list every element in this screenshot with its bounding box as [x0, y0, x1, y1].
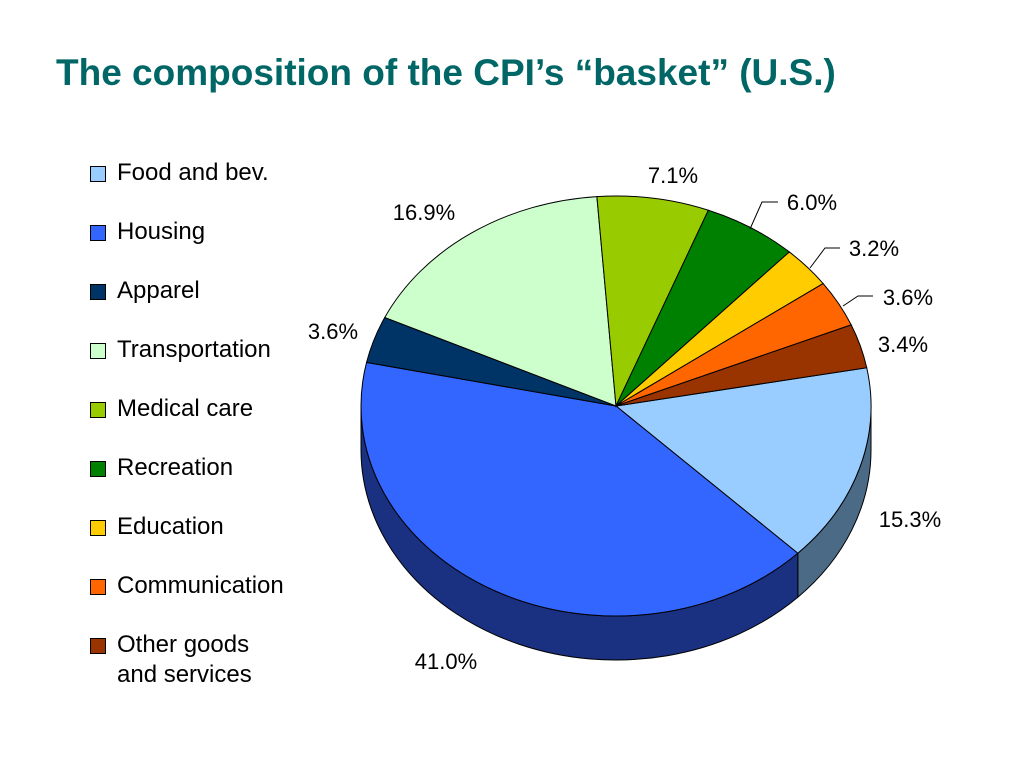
- legend-item: Medical care: [90, 394, 350, 424]
- legend-item: Food and bev.: [90, 158, 350, 188]
- legend-item: Recreation: [90, 453, 350, 483]
- data-label: 3.6%: [308, 319, 358, 344]
- legend-item: Apparel: [90, 276, 350, 306]
- legend-swatch: [90, 225, 106, 241]
- legend-item: Other goods and services: [90, 630, 350, 690]
- legend-label: Other goods and services: [117, 631, 252, 688]
- legend-swatch: [90, 284, 106, 300]
- legend-swatch: [90, 520, 106, 536]
- data-label: 3.6%: [883, 285, 933, 310]
- legend-label: Recreation: [117, 454, 234, 481]
- legend-label: Transportation: [117, 336, 271, 363]
- data-label: 6.0%: [787, 190, 837, 215]
- leader-line: [809, 247, 840, 269]
- leader-line: [842, 295, 873, 307]
- legend-swatch: [90, 638, 106, 654]
- data-label: 3.4%: [878, 332, 928, 357]
- data-label: 16.9%: [393, 200, 455, 225]
- legend-label: Housing: [117, 218, 206, 245]
- pie-data-labels: 15.3% 41.0% 3.6% 16.9% 7.1% 6.0% 3.2% 3.6% 3.4%: [308, 163, 941, 674]
- pie-slice: [615, 324, 868, 407]
- pie-slice: [384, 196, 617, 407]
- legend-swatch: [90, 461, 106, 477]
- data-label: 41.0%: [415, 649, 477, 674]
- legend-swatch: [90, 579, 106, 595]
- legend-item: Communication: [90, 571, 350, 601]
- legend-item: Housing: [90, 217, 350, 247]
- legend-label: Apparel: [117, 277, 200, 304]
- pie-slices: [360, 195, 872, 617]
- data-label: 7.1%: [648, 163, 698, 188]
- leader-line: [749, 201, 778, 230]
- legend-label: Education: [117, 513, 224, 540]
- legend-item: Education: [90, 512, 350, 542]
- pie-slice: [360, 361, 799, 617]
- legend-swatch: [90, 343, 106, 359]
- legend-swatch: [90, 166, 106, 182]
- pie-slice: [596, 195, 710, 408]
- data-label: 15.3%: [879, 507, 941, 532]
- pie-slice: [614, 367, 872, 554]
- legend-label: Food and bev.: [117, 159, 269, 186]
- data-label: 3.2%: [849, 236, 899, 261]
- legend-label: Medical care: [117, 395, 254, 422]
- page-title: The composition of the CPI’s “basket” (U…: [56, 52, 836, 93]
- legend-swatch: [90, 402, 106, 418]
- legend-item: Transportation: [90, 335, 350, 365]
- legend-label: Communication: [117, 572, 284, 599]
- pie-leader-lines: [749, 201, 873, 307]
